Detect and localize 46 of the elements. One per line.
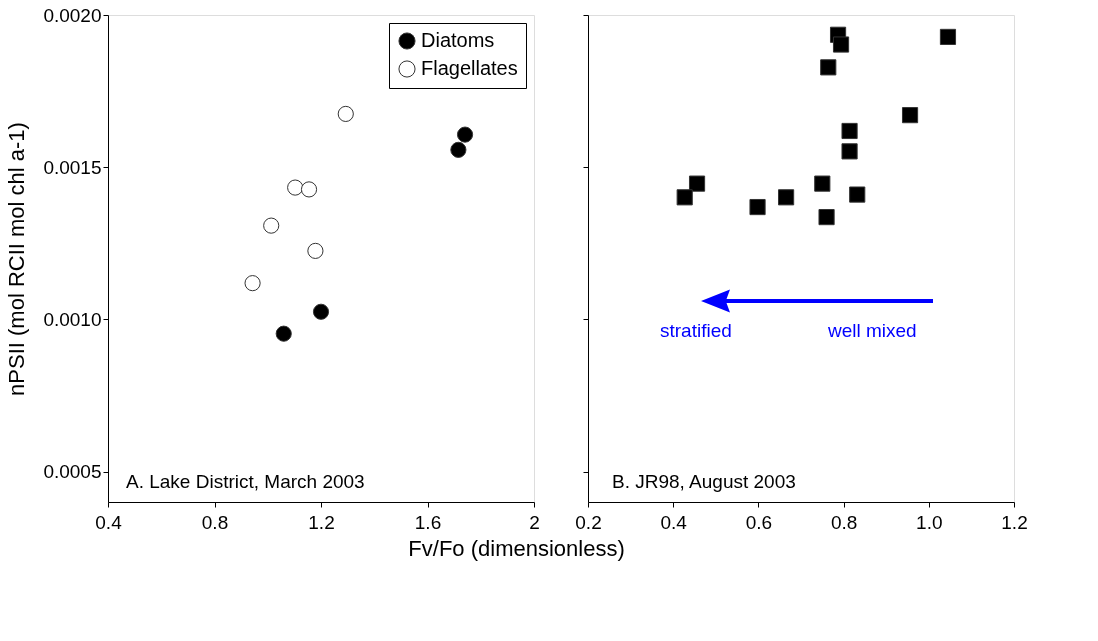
x-tick-label: 1.2 xyxy=(308,511,335,533)
point xyxy=(778,189,795,206)
x-tick-label: 0.4 xyxy=(660,511,688,533)
y-tick-label: 0.0010 xyxy=(43,308,102,330)
point xyxy=(337,105,354,122)
legend-label: Diatoms xyxy=(421,29,495,51)
point xyxy=(832,36,850,53)
point xyxy=(820,59,837,76)
x-tick-label: 2 xyxy=(529,511,540,533)
y-tick-label: 0.0015 xyxy=(43,156,102,178)
point xyxy=(841,143,858,160)
point xyxy=(456,126,474,143)
point xyxy=(287,179,304,196)
x-tick-label: 1.2 xyxy=(1001,511,1028,533)
annotation: B. JR98, August 2003 xyxy=(612,471,796,492)
x-axis-title: Fv/Fo (dimensionless) xyxy=(408,535,625,561)
point xyxy=(312,303,330,320)
point xyxy=(688,175,706,192)
y-tick-label: 0.0020 xyxy=(43,4,102,26)
x-tick-label: 1.6 xyxy=(414,511,442,533)
y-axis-title: nPSII (mol RCII mol chl a-1) xyxy=(4,122,30,396)
x-tick-label: 0.2 xyxy=(575,511,602,533)
annotation: A. Lake District, March 2003 xyxy=(126,471,365,492)
point xyxy=(749,198,766,216)
x-tick-label: 0.8 xyxy=(830,511,858,533)
x-tick-label: 0.4 xyxy=(95,511,123,533)
point xyxy=(901,107,919,124)
point xyxy=(841,122,858,140)
point xyxy=(244,275,261,292)
point xyxy=(450,141,467,158)
point xyxy=(814,175,831,192)
point xyxy=(307,242,324,259)
point xyxy=(275,325,292,342)
point xyxy=(676,189,693,206)
point xyxy=(300,181,318,198)
annotation: stratified xyxy=(660,320,732,341)
y-tick-label: 0.0005 xyxy=(43,461,102,483)
x-tick-label: 1.0 xyxy=(916,511,943,533)
point xyxy=(263,217,280,234)
x-tick-label: 0.6 xyxy=(745,511,773,533)
point xyxy=(849,186,866,203)
point xyxy=(939,28,957,45)
annotation: well mixed xyxy=(827,320,917,341)
legend-label: Flagellates xyxy=(421,57,518,79)
x-tick-label: 0.8 xyxy=(201,511,229,533)
point xyxy=(818,209,835,226)
